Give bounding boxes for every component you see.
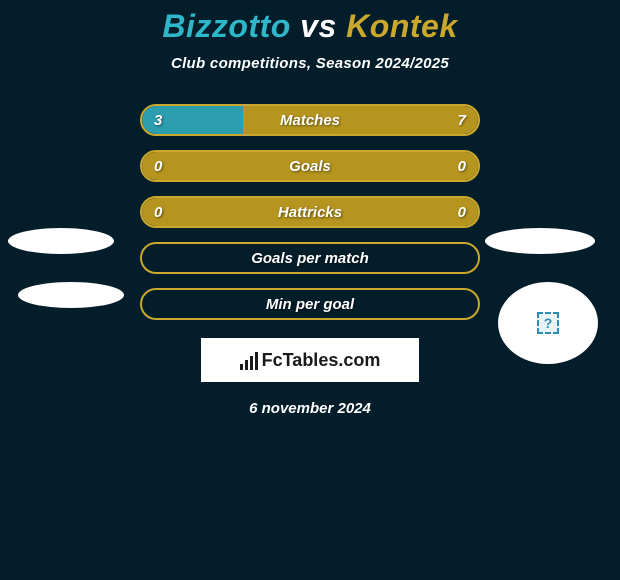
stat-value-left: 3 [154,112,162,129]
logo-bars-icon [240,350,258,370]
stat-bar: 3 7 Matches [140,104,480,136]
stats-container: ? 37Matches00Goals00HattricksGoals per m… [0,104,620,320]
logo-text: FcTables.com [262,350,381,371]
logo-box: FcTables.com [201,338,419,382]
stat-label: Min per goal [266,296,354,313]
stat-label: Goals [289,158,331,175]
stat-label: Matches [280,112,340,129]
stat-bar: Min per goal [140,288,480,320]
stat-value-right: 7 [458,112,466,129]
subtitle: Club competitions, Season 2024/2025 [0,55,620,72]
site-logo: FcTables.com [240,350,381,371]
stat-label: Hattricks [278,204,342,221]
stat-row: 0 0 Goals [0,150,620,182]
stat-value-right: 0 [458,204,466,221]
stat-value-left: 0 [154,204,162,221]
date-text: 6 november 2024 [0,400,620,417]
stat-row: Goals per match [0,242,620,274]
stat-label: Goals per match [251,250,369,267]
stat-row: 3 7 Matches [0,104,620,136]
stat-bar: 0 0 Goals [140,150,480,182]
stat-value-right: 0 [458,158,466,175]
player1-name: Bizzotto [162,8,290,44]
stat-bar: 0 0 Hattricks [140,196,480,228]
stat-row: 0 0 Hattricks [0,196,620,228]
stat-fill-right [243,106,478,134]
comparison-title: Bizzotto vs Kontek [0,0,620,45]
player2-name: Kontek [346,8,457,44]
stat-value-left: 0 [154,158,162,175]
stat-bar: Goals per match [140,242,480,274]
vs-text: vs [300,8,337,44]
stat-row: Min per goal [0,288,620,320]
